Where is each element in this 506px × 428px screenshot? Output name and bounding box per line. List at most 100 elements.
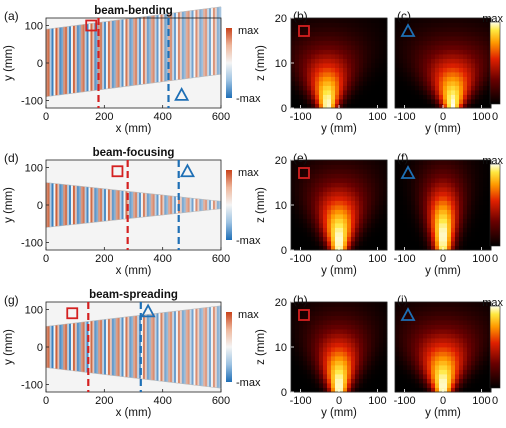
heatmap-cell (403, 356, 408, 361)
wave-strip (218, 305, 222, 389)
wave-strip (121, 19, 125, 87)
heatmap-cell (415, 383, 420, 388)
heatmap-cell (447, 54, 452, 59)
heatmap-cell (339, 49, 344, 55)
heatmap-cell (483, 169, 488, 174)
heatmap-cell (363, 360, 368, 366)
heatmap-cell (363, 223, 368, 228)
heatmap-cell (339, 311, 344, 316)
heatmap-cell (323, 360, 328, 366)
heatmap-cell (299, 236, 304, 242)
heatmap-cell (347, 187, 352, 192)
heatmap-cell (415, 45, 420, 50)
heatmap-cell (463, 40, 468, 46)
heatmap-cell (435, 365, 440, 370)
heatmap-cell (447, 356, 452, 361)
heatmap-cell (367, 360, 372, 366)
heatmap-cell (351, 36, 356, 41)
heatmap-cell (431, 347, 436, 352)
heatmap-cell (483, 360, 488, 366)
wave-strip (205, 199, 208, 211)
heatmap-cell (331, 383, 336, 388)
heatmap-cell (447, 320, 452, 325)
heat-y-tick-label: 20 (275, 155, 287, 167)
heatmap-cell (455, 72, 460, 77)
colorbar-min-label: 0 (492, 111, 498, 123)
red-square-marker (111, 165, 124, 178)
heatmap-cell (335, 356, 340, 361)
heatmap-cell (451, 306, 456, 312)
heatmap-cell (467, 205, 472, 210)
heatmap-cell (315, 76, 320, 82)
heatmap-cell (359, 164, 364, 170)
heatmap-cell (403, 81, 408, 86)
heatmap-cell (319, 103, 324, 109)
heatmap-cell (343, 76, 348, 82)
heatmap-cell (359, 374, 364, 379)
red-square-marker (298, 25, 310, 37)
colorbar-min-label: -max (236, 377, 261, 389)
heatmap-cell (483, 99, 488, 104)
heatmap-cell (363, 164, 368, 170)
heatmap-cell (419, 67, 424, 73)
heatmap-cell (411, 356, 416, 361)
heatmap-cell (419, 214, 424, 219)
heatmap-cell (407, 369, 412, 375)
heatmap-cell (455, 40, 460, 46)
heatmap-cell (471, 209, 476, 215)
heatmap-cell (371, 191, 376, 197)
heatmap-cell (447, 99, 452, 104)
heatmap-cell (415, 187, 420, 192)
heatmap-cell (323, 374, 328, 379)
heatmap-cell (471, 347, 476, 352)
heatmap-cell (427, 67, 432, 73)
heatmap-cell (467, 31, 472, 37)
heatmap-cell (435, 196, 440, 201)
heatmap-cell (319, 214, 324, 219)
heatmap-cell (443, 90, 448, 95)
heatmap-cell (307, 356, 312, 361)
heatmap-cell (295, 320, 300, 325)
wave-strip (212, 7, 216, 76)
heatmap-cell (459, 245, 464, 251)
heatmap-cell (351, 72, 356, 77)
heatmap-cell (399, 182, 404, 188)
wave-strip (174, 196, 177, 214)
heatmap-cell (311, 311, 316, 316)
heatmap-cell (299, 54, 304, 59)
heat-x-axis-label: y (mm) (321, 123, 357, 135)
wave-strip (67, 184, 70, 226)
heatmap-cell (399, 324, 404, 330)
heatmap-cell (307, 369, 312, 375)
heatmap-cell (367, 365, 372, 370)
heatmap-cell (371, 333, 376, 339)
heatmap-cell (335, 365, 340, 370)
colorbar-min-label: 0 (492, 395, 498, 407)
heatmap-cell (335, 173, 340, 179)
heatmap-cell (375, 160, 380, 165)
heatmap-cell (483, 58, 488, 64)
heatmap-cell (423, 360, 428, 366)
heatmap-cell (331, 18, 336, 23)
heatmap-cell (303, 173, 308, 179)
heatmap-cell (443, 18, 448, 23)
wave-strip (140, 315, 144, 379)
heatmap-cell (415, 99, 420, 104)
heatmap-cell (375, 342, 380, 348)
heatmap-cell (379, 81, 384, 86)
heatmap-cell (343, 164, 348, 170)
wave-strip (181, 310, 185, 384)
heatmap-cell (475, 67, 480, 73)
heatmap-cell (427, 387, 432, 393)
heatmap-cell (383, 387, 388, 393)
heatmap-cell (303, 360, 308, 366)
heatmap-cell (487, 81, 492, 86)
heatmap-cell (315, 81, 320, 86)
heatmap-cell (367, 232, 372, 237)
heatmap-cell (407, 63, 412, 68)
heatmap-cell (399, 54, 404, 59)
heatmap-cell (383, 205, 388, 210)
heatmap-cell (375, 356, 380, 361)
heatmap-cell (427, 236, 432, 242)
heatmap-cell (315, 31, 320, 37)
